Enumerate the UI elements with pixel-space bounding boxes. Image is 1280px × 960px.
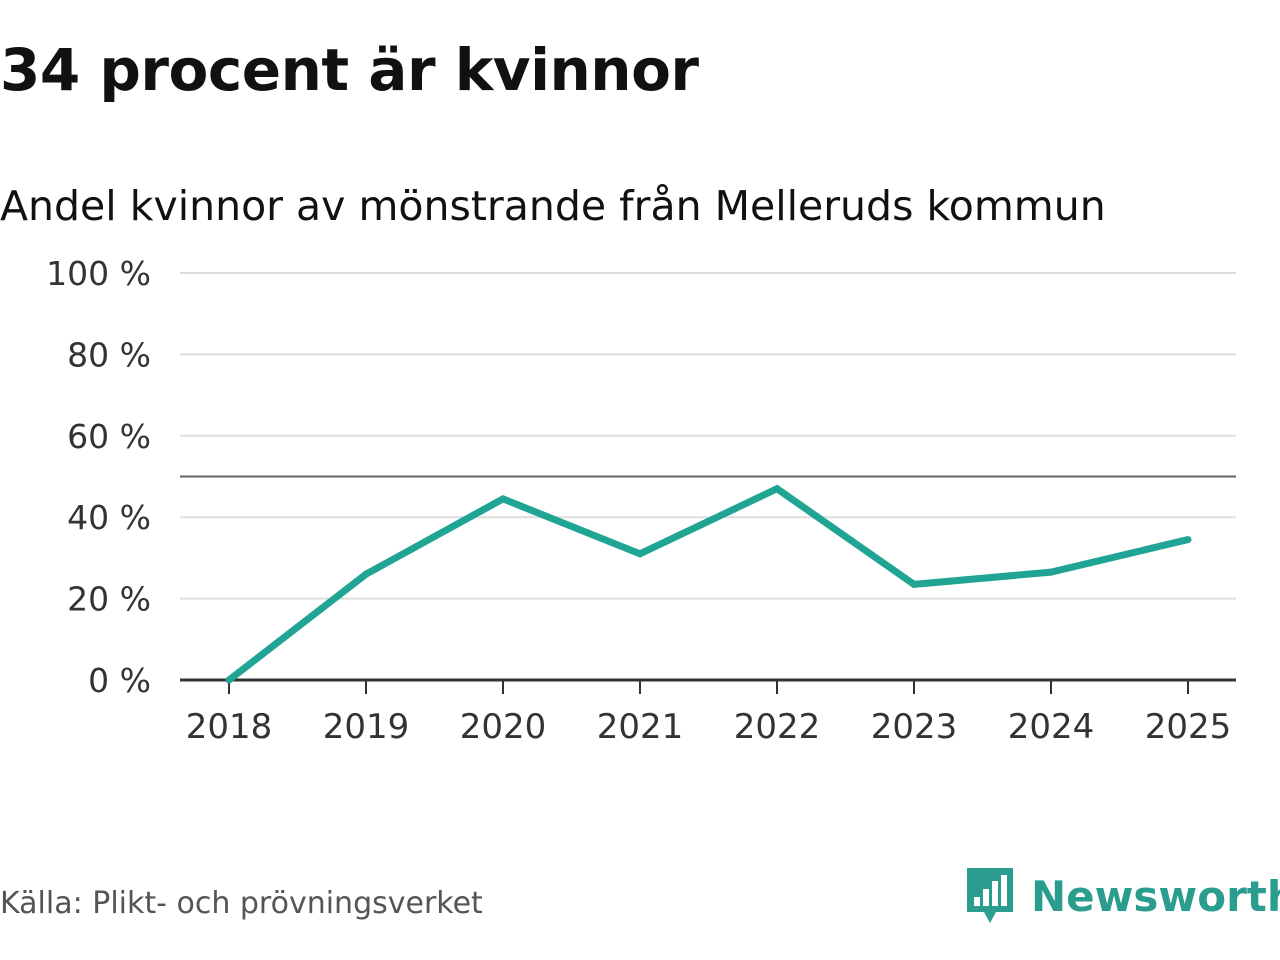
y-tick-label-100: 100 % bbox=[46, 254, 151, 293]
x-tick-label-2023: 2023 bbox=[871, 707, 958, 747]
y-tick-label-80: 80 % bbox=[67, 335, 151, 374]
y-tick-label-0: 0 % bbox=[88, 661, 151, 700]
y-tick-label-20: 20 % bbox=[67, 580, 151, 619]
data-point-2025 bbox=[1184, 536, 1192, 544]
data-point-2020 bbox=[499, 495, 507, 503]
chart-subtitle: Andel kvinnor av mönstrande från Melleru… bbox=[0, 182, 1106, 230]
data-point-2018 bbox=[225, 676, 233, 684]
brand-logo: Newsworthy bbox=[965, 866, 1280, 926]
newsworthy-logo-icon bbox=[967, 868, 1013, 923]
x-tick-label-2024: 2024 bbox=[1008, 707, 1095, 747]
x-tick-label-2025: 2025 bbox=[1145, 707, 1232, 747]
data-point-2022 bbox=[773, 485, 781, 493]
data-point-2019 bbox=[362, 570, 370, 578]
chart-title: 34 procent är kvinnor bbox=[0, 36, 699, 104]
x-tick-label-2022: 2022 bbox=[734, 707, 821, 747]
series-line-0 bbox=[226, 484, 1189, 683]
x-tick-label-2018: 2018 bbox=[186, 707, 273, 747]
y-axis-labels: 0 % 20 % 40 % 60 % 80 % 100 % bbox=[46, 254, 151, 700]
source-note: Källa: Plikt- och prövningsverket bbox=[0, 886, 483, 921]
data-point-2021 bbox=[636, 550, 644, 558]
grid-lines bbox=[180, 272, 1236, 600]
y-tick-label-40: 40 % bbox=[67, 498, 151, 537]
data-point-2024 bbox=[1047, 568, 1055, 576]
x-tick-label-2021: 2021 bbox=[597, 707, 684, 747]
x-tick-label-2020: 2020 bbox=[460, 707, 547, 747]
data-point-2023 bbox=[910, 580, 918, 588]
x-axis bbox=[180, 678, 1236, 694]
series-group bbox=[225, 484, 1192, 684]
y-tick-label-60: 60 % bbox=[67, 417, 151, 456]
x-tick-label-2019: 2019 bbox=[323, 707, 410, 747]
brand-name: Newsworthy bbox=[1031, 871, 1280, 921]
x-axis-labels: 2018 2019 2020 2021 2022 2023 2024 2025 bbox=[186, 707, 1232, 747]
